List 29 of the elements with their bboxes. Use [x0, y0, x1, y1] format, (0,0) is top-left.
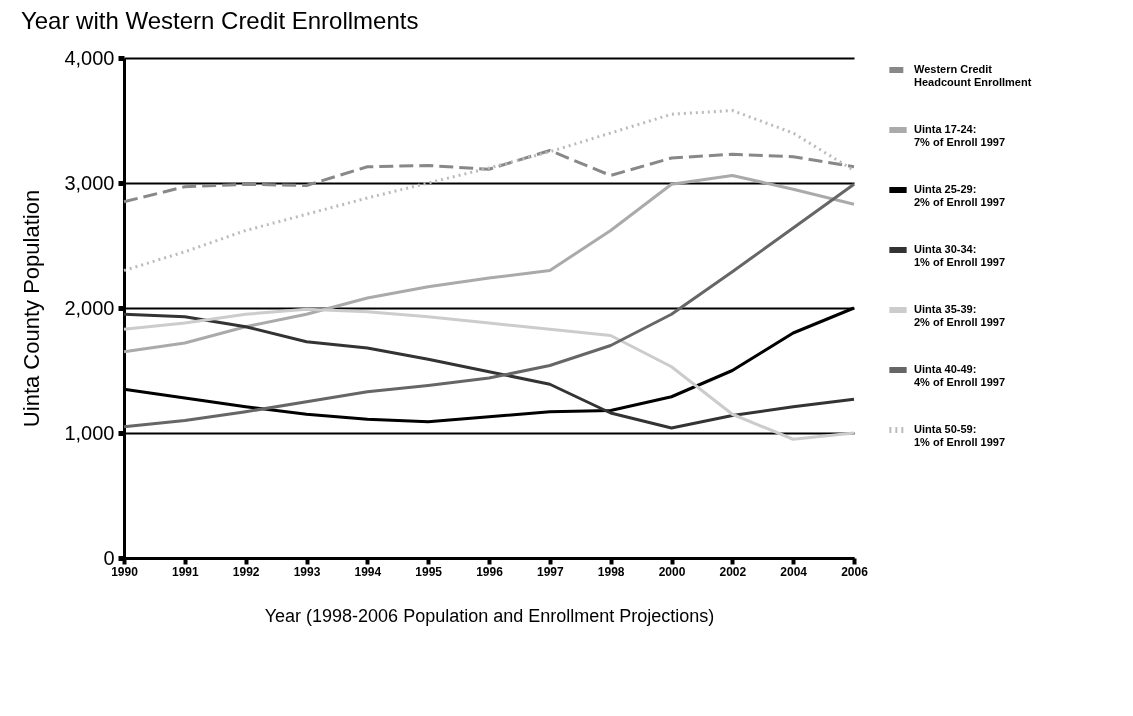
- x-tick-label: 2004: [780, 564, 808, 579]
- y-tick-label: 2,000: [64, 296, 115, 319]
- y-tick-label: 3,000: [64, 171, 115, 194]
- line-series: [122, 182, 856, 429]
- legend-label: Uinta 50-59: 1% of Enroll 1997: [914, 423, 1006, 448]
- legend-label: Uinta 25-29: 2% of Enroll 1997: [914, 183, 1006, 208]
- x-tick-label: 1994: [354, 564, 382, 579]
- x-tick-label: 1996: [476, 564, 504, 579]
- legend-label: Western Credit Headcount Enrollment: [914, 63, 1032, 88]
- legend-label: Uinta 35-39: 2% of Enroll 1997: [914, 303, 1006, 328]
- legend-label: Uinta 30-34: 1% of Enroll 1997: [914, 243, 1006, 268]
- x-tick-label: 1991: [171, 564, 199, 579]
- x-axis-title: Year (1998-2006 Population and Enrollment Projections): [264, 605, 715, 626]
- legend-label: Uinta 17-24: 7% of Enroll 1997: [914, 123, 1006, 148]
- y-tick-label: 4,000: [64, 46, 115, 69]
- x-tick-label: 1997: [536, 564, 564, 579]
- x-tick-label: 2002: [719, 564, 747, 579]
- line-series: [122, 149, 856, 204]
- x-tick-label: 1998: [597, 564, 625, 579]
- x-tick-label: 2006: [841, 564, 869, 579]
- x-tick-label: 1995: [415, 564, 443, 579]
- x-tick-label: 1990: [111, 564, 139, 579]
- chart-title: Year with Western Credit Enrollments: [20, 7, 419, 34]
- y-tick-label: 1,000: [64, 421, 115, 444]
- y-axis-title: Uinta County Population: [19, 189, 45, 428]
- x-tick-label: 2000: [658, 564, 686, 579]
- legend-label: Uinta 40-49: 4% of Enroll 1997: [914, 363, 1006, 388]
- x-tick-label: 1992: [232, 564, 260, 579]
- x-tick-label: 1993: [293, 564, 321, 579]
